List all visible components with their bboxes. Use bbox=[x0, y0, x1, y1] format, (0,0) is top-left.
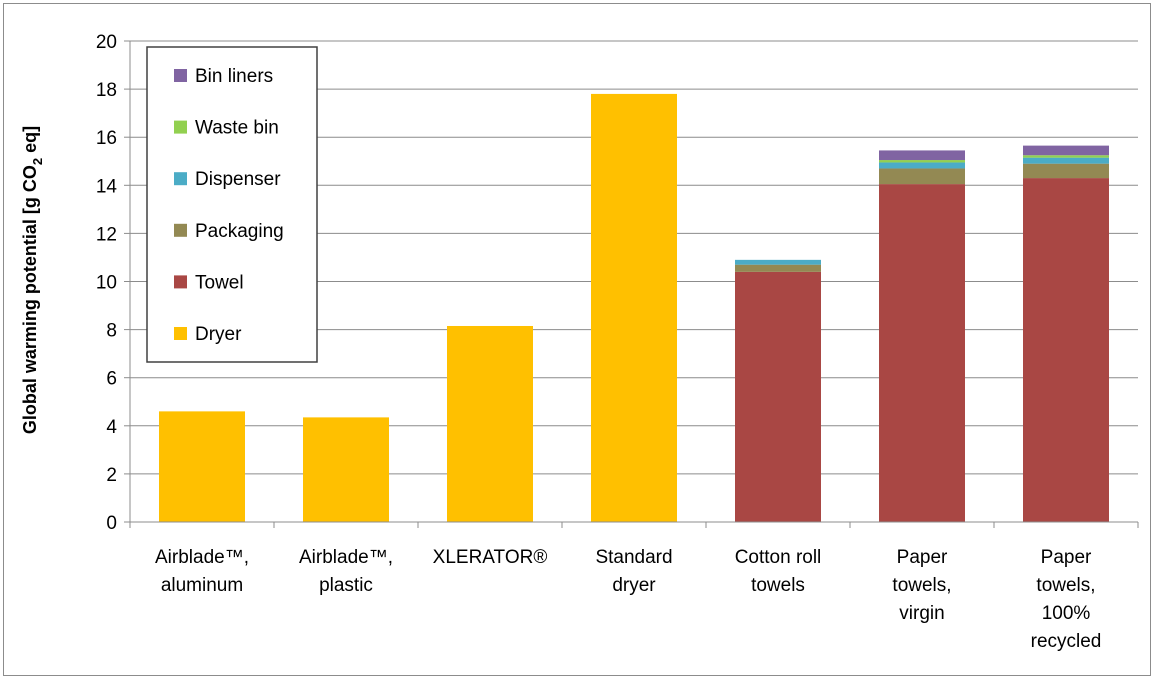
x-category-label: XLERATOR® bbox=[433, 547, 548, 568]
y-tick-label: 18 bbox=[96, 80, 117, 101]
x-category-label: Paper towels, 100% recycled bbox=[1031, 547, 1102, 652]
legend-swatch bbox=[174, 172, 187, 186]
y-axis-title: Global warming potential [g CO2 eq] bbox=[20, 126, 45, 434]
bar-segment-dispenser bbox=[1023, 157, 1109, 164]
bars bbox=[159, 93, 1109, 522]
bar-segment-dryer bbox=[303, 417, 389, 522]
y-tick-label: 14 bbox=[96, 176, 118, 197]
bar-segment-bin-liners bbox=[879, 150, 965, 161]
bar-segment-towel bbox=[879, 184, 965, 522]
bar-segment-dryer bbox=[447, 325, 533, 522]
bar-segment-packaging bbox=[735, 264, 821, 272]
y-tick-labels: 0 2 4 6 8 10 12 14 16 18 20 bbox=[96, 32, 118, 534]
legend-swatch bbox=[174, 120, 187, 134]
legend-swatch bbox=[174, 275, 187, 289]
bar-segment-waste-bin bbox=[879, 160, 965, 163]
y-tick-label: 2 bbox=[106, 465, 117, 486]
x-category-label: Airblade™, plastic bbox=[299, 547, 393, 596]
legend: Bin liners Waste bin Dispenser Packaging Tow… bbox=[146, 46, 318, 363]
legend-swatch bbox=[174, 223, 187, 237]
legend-label: Packaging bbox=[195, 221, 284, 242]
x-category-label: Standard dryer bbox=[595, 547, 672, 596]
bar-segment-towel bbox=[1023, 178, 1109, 522]
bar-segment-waste-bin bbox=[1023, 155, 1109, 158]
y-tick-label: 16 bbox=[96, 128, 117, 149]
bar-segment-bin-liners bbox=[1023, 145, 1109, 156]
legend-label: Bin liners bbox=[195, 66, 273, 87]
legend-label: Dryer bbox=[195, 324, 242, 345]
bar-segment-dryer bbox=[159, 411, 245, 522]
legend-label: Towel bbox=[195, 272, 244, 293]
bar-segment-packaging bbox=[1023, 163, 1109, 179]
y-tick-label: 12 bbox=[96, 224, 117, 245]
y-tick-label: 10 bbox=[96, 273, 117, 294]
y-tick-label: 8 bbox=[106, 321, 117, 342]
y-tick-label: 6 bbox=[106, 369, 117, 390]
bar-segment-towel bbox=[735, 271, 821, 522]
legend-swatch bbox=[174, 69, 187, 82]
x-category-label: Paper towels, virgin bbox=[892, 547, 951, 624]
legend-box bbox=[146, 46, 318, 363]
x-category-label: Cotton roll towels bbox=[735, 547, 822, 596]
legend-label: Dispenser bbox=[195, 169, 281, 190]
bar-segment-dryer bbox=[591, 93, 677, 522]
legend-label: Waste bin bbox=[195, 118, 279, 139]
axes bbox=[129, 41, 1139, 528]
x-category-labels: Airblade™, aluminum Airblade™, plastic XLERA… bbox=[155, 547, 1101, 652]
bar-segment-dispenser bbox=[879, 162, 965, 169]
x-category-label: Airblade™, aluminum bbox=[155, 547, 249, 596]
y-tick-label: 20 bbox=[96, 32, 117, 53]
bar-segment-packaging bbox=[879, 168, 965, 185]
legend-swatch bbox=[174, 327, 187, 340]
y-tick-label: 0 bbox=[106, 513, 117, 534]
bar-segment-dispenser bbox=[735, 259, 821, 265]
y-tick-label: 4 bbox=[106, 417, 117, 438]
